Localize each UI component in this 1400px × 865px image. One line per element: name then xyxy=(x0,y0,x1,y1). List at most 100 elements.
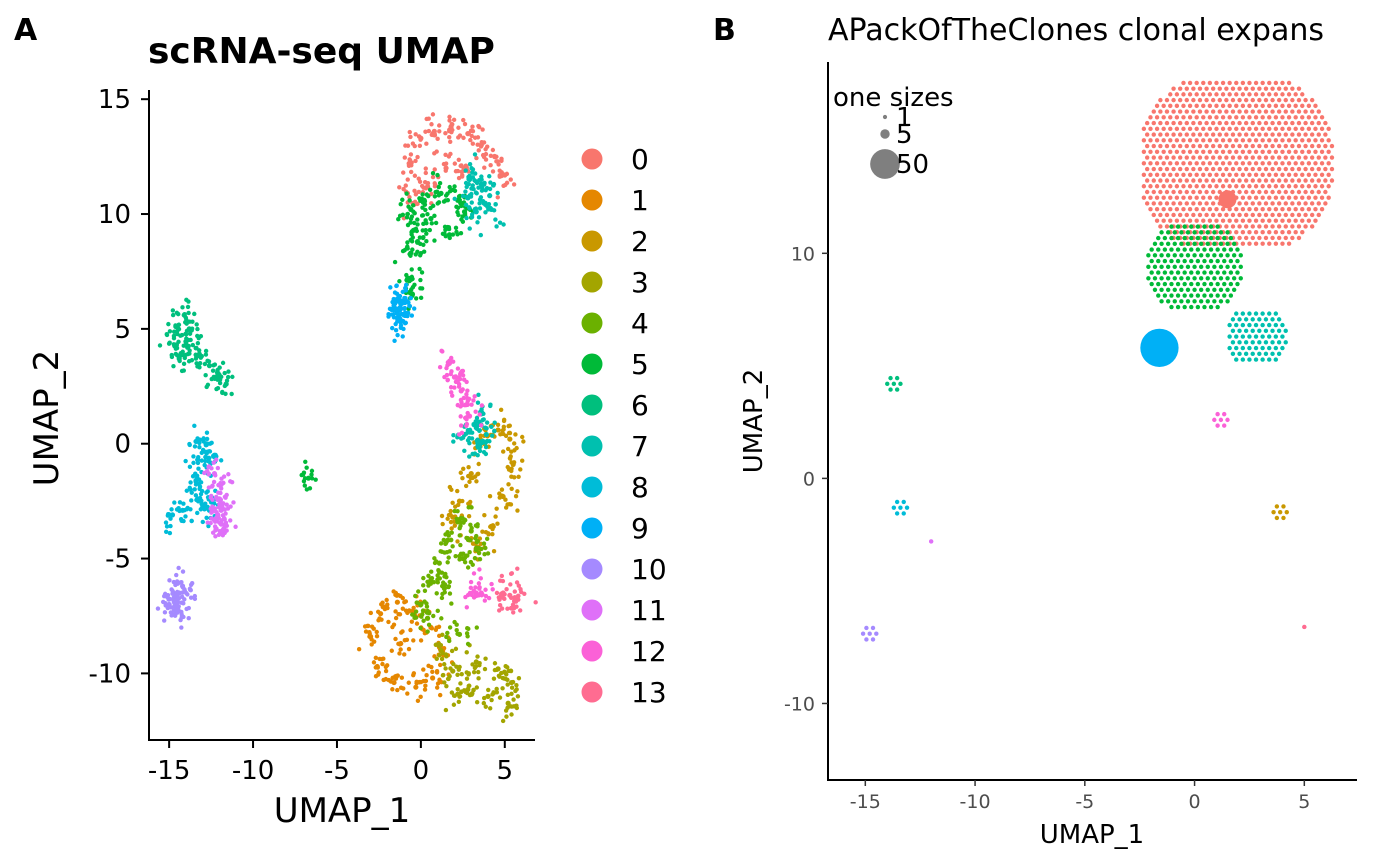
clone-point xyxy=(1182,293,1187,298)
clone-point xyxy=(1243,143,1249,149)
clone-point xyxy=(1164,97,1170,103)
umap-point xyxy=(412,306,417,311)
clone-point xyxy=(1174,149,1180,155)
clone-point xyxy=(1296,235,1302,241)
clone-point xyxy=(1214,207,1219,212)
clone-point xyxy=(901,511,906,516)
umap-point xyxy=(427,227,433,233)
umap-point xyxy=(466,205,472,210)
umap-point xyxy=(416,189,422,195)
umap-point xyxy=(479,593,484,598)
umap-point xyxy=(458,397,464,403)
umap-point xyxy=(391,622,397,627)
clone-point xyxy=(1273,357,1279,362)
umap-point xyxy=(510,679,516,685)
clone-point xyxy=(1202,247,1207,252)
umap-point xyxy=(500,595,505,600)
legend-item-3: 3 xyxy=(581,266,649,299)
clone-point xyxy=(1247,149,1252,155)
umap-point xyxy=(464,414,469,420)
clone-point xyxy=(1171,189,1176,195)
umap-point xyxy=(490,692,495,697)
clone-point xyxy=(1250,86,1255,91)
clone-point xyxy=(864,637,869,642)
umap-point xyxy=(428,216,434,222)
clone-point xyxy=(1205,287,1210,292)
umap-point xyxy=(459,174,465,179)
umap-point xyxy=(418,694,423,700)
clone-point xyxy=(1154,126,1160,132)
umap-point xyxy=(225,374,231,380)
clone-point xyxy=(1316,178,1321,183)
umap-point xyxy=(386,619,391,625)
clone-point xyxy=(1280,322,1285,328)
umap-point xyxy=(454,664,459,669)
umap-point xyxy=(432,560,438,566)
umap-point xyxy=(183,458,188,464)
clone-point xyxy=(1192,253,1197,258)
clone-point xyxy=(1220,184,1226,189)
clone-point xyxy=(1172,264,1177,270)
umap-point xyxy=(453,504,458,509)
clone-point xyxy=(1237,201,1242,206)
clone-point xyxy=(1247,311,1252,316)
clone-point xyxy=(1243,166,1249,172)
clone-point xyxy=(1313,195,1318,200)
clone-point xyxy=(1263,143,1269,149)
umap-point xyxy=(456,699,462,705)
umap-point xyxy=(192,423,197,429)
umap-point xyxy=(192,596,198,602)
clone-point xyxy=(1280,126,1285,132)
clone-point xyxy=(1164,132,1170,137)
clone-point xyxy=(1208,224,1214,229)
clone-point xyxy=(1214,184,1219,189)
umap-point xyxy=(191,454,196,459)
clone-point xyxy=(1165,241,1171,247)
clone-point xyxy=(1195,281,1201,287)
umap-point xyxy=(474,593,479,599)
clonal-panel: APackOfTheClones clonal expans -15 -10 -5 0… xyxy=(739,13,1357,850)
clone-point xyxy=(1267,115,1272,120)
clone-point xyxy=(1187,218,1193,223)
umap-point xyxy=(482,552,487,557)
clone-point xyxy=(1306,184,1312,189)
clone-point xyxy=(1283,212,1288,218)
umap-point xyxy=(468,585,474,591)
umap-point xyxy=(514,580,520,585)
clone-point xyxy=(1283,109,1288,114)
umap-point xyxy=(499,170,504,175)
umap-point xyxy=(513,432,518,437)
clone-point xyxy=(1260,229,1265,235)
umap-point xyxy=(408,295,414,301)
legend-swatch xyxy=(581,558,603,580)
umap-point xyxy=(509,712,514,717)
clone-point xyxy=(1205,299,1210,304)
clone-point xyxy=(1247,161,1252,166)
size-legend-title: one sizes xyxy=(833,83,954,113)
clone-point xyxy=(1168,184,1173,189)
umap-point xyxy=(393,636,398,642)
umap-point xyxy=(506,482,511,487)
umap-point xyxy=(472,152,478,157)
clone-point xyxy=(1171,86,1176,91)
umap-point xyxy=(224,378,230,383)
umap-point xyxy=(222,507,228,512)
umap-point xyxy=(371,660,377,665)
clone-point xyxy=(1313,149,1318,155)
clone-point xyxy=(1237,235,1242,241)
clone-point xyxy=(1152,287,1158,292)
size-legend-label: 50 xyxy=(896,150,929,180)
clone-point xyxy=(1175,247,1181,252)
umap-point xyxy=(511,182,517,187)
umap-point xyxy=(503,497,508,502)
clone-point xyxy=(1260,172,1265,177)
clone-point xyxy=(1240,229,1246,235)
clone-point xyxy=(1207,126,1213,132)
clone-point xyxy=(1191,178,1196,183)
umap-point xyxy=(455,672,460,678)
umap-point xyxy=(206,363,213,369)
umap-point xyxy=(466,671,471,676)
umap-point xyxy=(469,214,475,220)
umap-point xyxy=(512,589,518,594)
clone-cluster-13 xyxy=(1302,624,1307,630)
